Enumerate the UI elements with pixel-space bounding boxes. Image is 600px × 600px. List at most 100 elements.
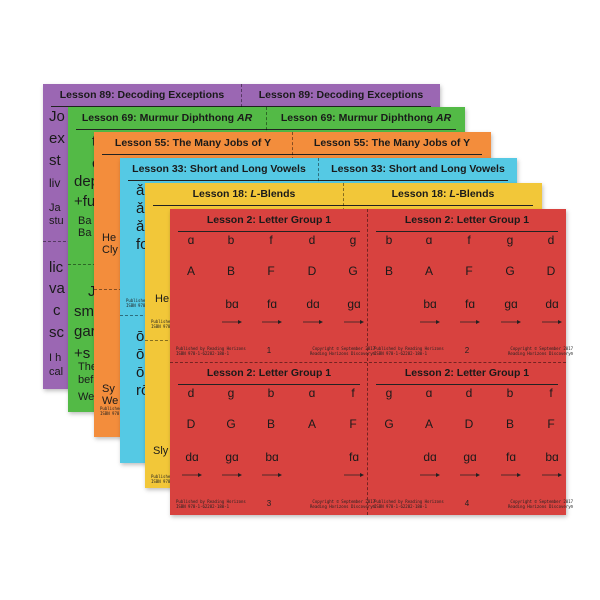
blend-arrow-icon	[344, 311, 364, 324]
card-title-underline	[178, 384, 360, 385]
title-underline	[102, 154, 482, 155]
uppercase-letter: D	[464, 417, 474, 431]
uppercase-letter: D	[307, 264, 317, 278]
lowercase-letter: ɑ	[425, 386, 433, 400]
blend-arrow-icon	[222, 464, 242, 477]
title-italic: L	[449, 188, 456, 200]
lowercase-letter: f	[269, 233, 273, 247]
copyright-note: Copyright © September 2017 Reading Horiz…	[508, 346, 574, 356]
blend-word: fɑ	[464, 297, 475, 311]
uppercase-letter: B	[384, 264, 393, 278]
sheet-title-left: Lesson 33: Short and Long Vowels	[132, 163, 306, 175]
uppercase-letter: F	[465, 264, 473, 278]
blend-word: fɑ	[266, 297, 277, 311]
text-fragment: gar	[74, 323, 96, 340]
sheet-title-right: Lesson 18: L-Blends	[344, 183, 542, 205]
blend-word: dɑ	[545, 297, 559, 311]
text-fragment: ǎ	[136, 200, 145, 217]
lowercase-letter: d	[308, 233, 316, 247]
text-fragment: The	[78, 361, 97, 373]
title-underline	[153, 205, 533, 206]
blend-arrow-icon	[182, 464, 202, 477]
blend-word: fɑ	[505, 450, 516, 464]
text-fragment: Sly	[153, 445, 169, 457]
lowercase-letter: g	[227, 386, 235, 400]
text-fragment: I h	[49, 352, 62, 364]
uppercase-letter: F	[267, 264, 275, 278]
blend-word: gɑ	[504, 297, 518, 311]
blend-word: dɑ	[423, 450, 437, 464]
text-fragment: c	[53, 302, 61, 319]
card-title: Lesson 2: Letter Group 1	[404, 214, 530, 226]
lowercase-letter: d	[187, 386, 195, 400]
lowercase-letter: ɑ	[425, 233, 433, 247]
card-title: Lesson 2: Letter Group 1	[206, 214, 332, 226]
card-title: Lesson 2: Letter Group 1	[404, 367, 530, 379]
blend-word: bɑ	[545, 450, 559, 464]
text-fragment: He	[155, 293, 170, 305]
text-fragment: We	[102, 395, 119, 407]
lowercase-letter: f	[351, 386, 355, 400]
blend-word: bɑ	[265, 450, 279, 464]
blend-arrow-icon	[542, 311, 562, 324]
blend-word: gɑ	[463, 450, 477, 464]
publisher-note: Published by Reading Horizons ISBN 978-1…	[374, 346, 444, 356]
card-title-underline	[178, 231, 360, 232]
title-underline	[128, 180, 508, 181]
card-number: 2	[464, 346, 470, 355]
text-fragment: Ba	[78, 215, 92, 227]
lowercase-letter: g	[506, 233, 514, 247]
uppercase-letter: B	[266, 417, 275, 431]
blend-arrow-icon	[460, 311, 480, 324]
text-fragment: He	[102, 232, 117, 244]
lowercase-letter: b	[385, 233, 393, 247]
card-title: Lesson 2: Letter Group 1	[206, 367, 332, 379]
text-fragment: va	[49, 280, 65, 297]
lowercase-letter: g	[385, 386, 393, 400]
text-fragment: stu	[49, 215, 64, 227]
sheet-title-left: Lesson 69: Murmur Diphthong AR	[68, 107, 266, 129]
uppercase-letter: A	[186, 264, 195, 278]
uppercase-letter: A	[424, 417, 433, 431]
uppercase-letter: A	[424, 264, 433, 278]
blend-word: fɑ	[348, 450, 359, 464]
lowercase-letter: d	[547, 233, 555, 247]
blend-arrow-icon	[344, 464, 364, 477]
sheet-title-left: Lesson 18: L-Blends	[145, 183, 343, 205]
text-fragment: Ba	[78, 227, 92, 239]
uppercase-letter: F	[349, 417, 357, 431]
blend-arrow-icon	[501, 311, 521, 324]
uppercase-letter: A	[307, 417, 316, 431]
title-text: -Blends	[256, 188, 296, 200]
title-text: Lesson 18:	[192, 188, 251, 200]
card-title-underline	[376, 231, 558, 232]
blend-word: dɑ	[306, 297, 320, 311]
lowercase-letter: g	[349, 233, 357, 247]
lowercase-letter: b	[267, 386, 275, 400]
uppercase-letter: F	[547, 417, 555, 431]
blend-arrow-icon	[420, 464, 440, 477]
text-fragment: st	[49, 152, 61, 169]
text-fragment: Cly	[102, 244, 118, 256]
card-number: 1	[266, 346, 272, 355]
text-fragment: +fu	[74, 193, 96, 210]
title-text: Lesson 69: Murmur Diphthong	[81, 112, 237, 124]
lowercase-letter: b	[506, 386, 514, 400]
card-title-underline	[376, 384, 558, 385]
uppercase-letter: D	[186, 417, 196, 431]
title-italic: AR	[436, 112, 452, 124]
blend-arrow-icon	[501, 464, 521, 477]
title-underline	[76, 129, 456, 130]
lowercase-letter: f	[549, 386, 553, 400]
uppercase-letter: B	[226, 264, 235, 278]
publisher-note: Published by Reading Horizons ISBN 978-1…	[176, 499, 246, 509]
sheet-title-right: Lesson 55: The Many Jobs of Y	[313, 137, 471, 149]
title-text: Lesson 69: Murmur Diphthong	[280, 112, 436, 124]
sheet-title-right: Lesson 89: Decoding Exceptions	[258, 89, 424, 101]
text-fragment: dep	[74, 173, 100, 190]
uppercase-letter: B	[505, 417, 514, 431]
text-fragment: ō	[136, 328, 145, 345]
uppercase-letter: G	[505, 264, 515, 278]
text-fragment: We	[78, 391, 95, 403]
